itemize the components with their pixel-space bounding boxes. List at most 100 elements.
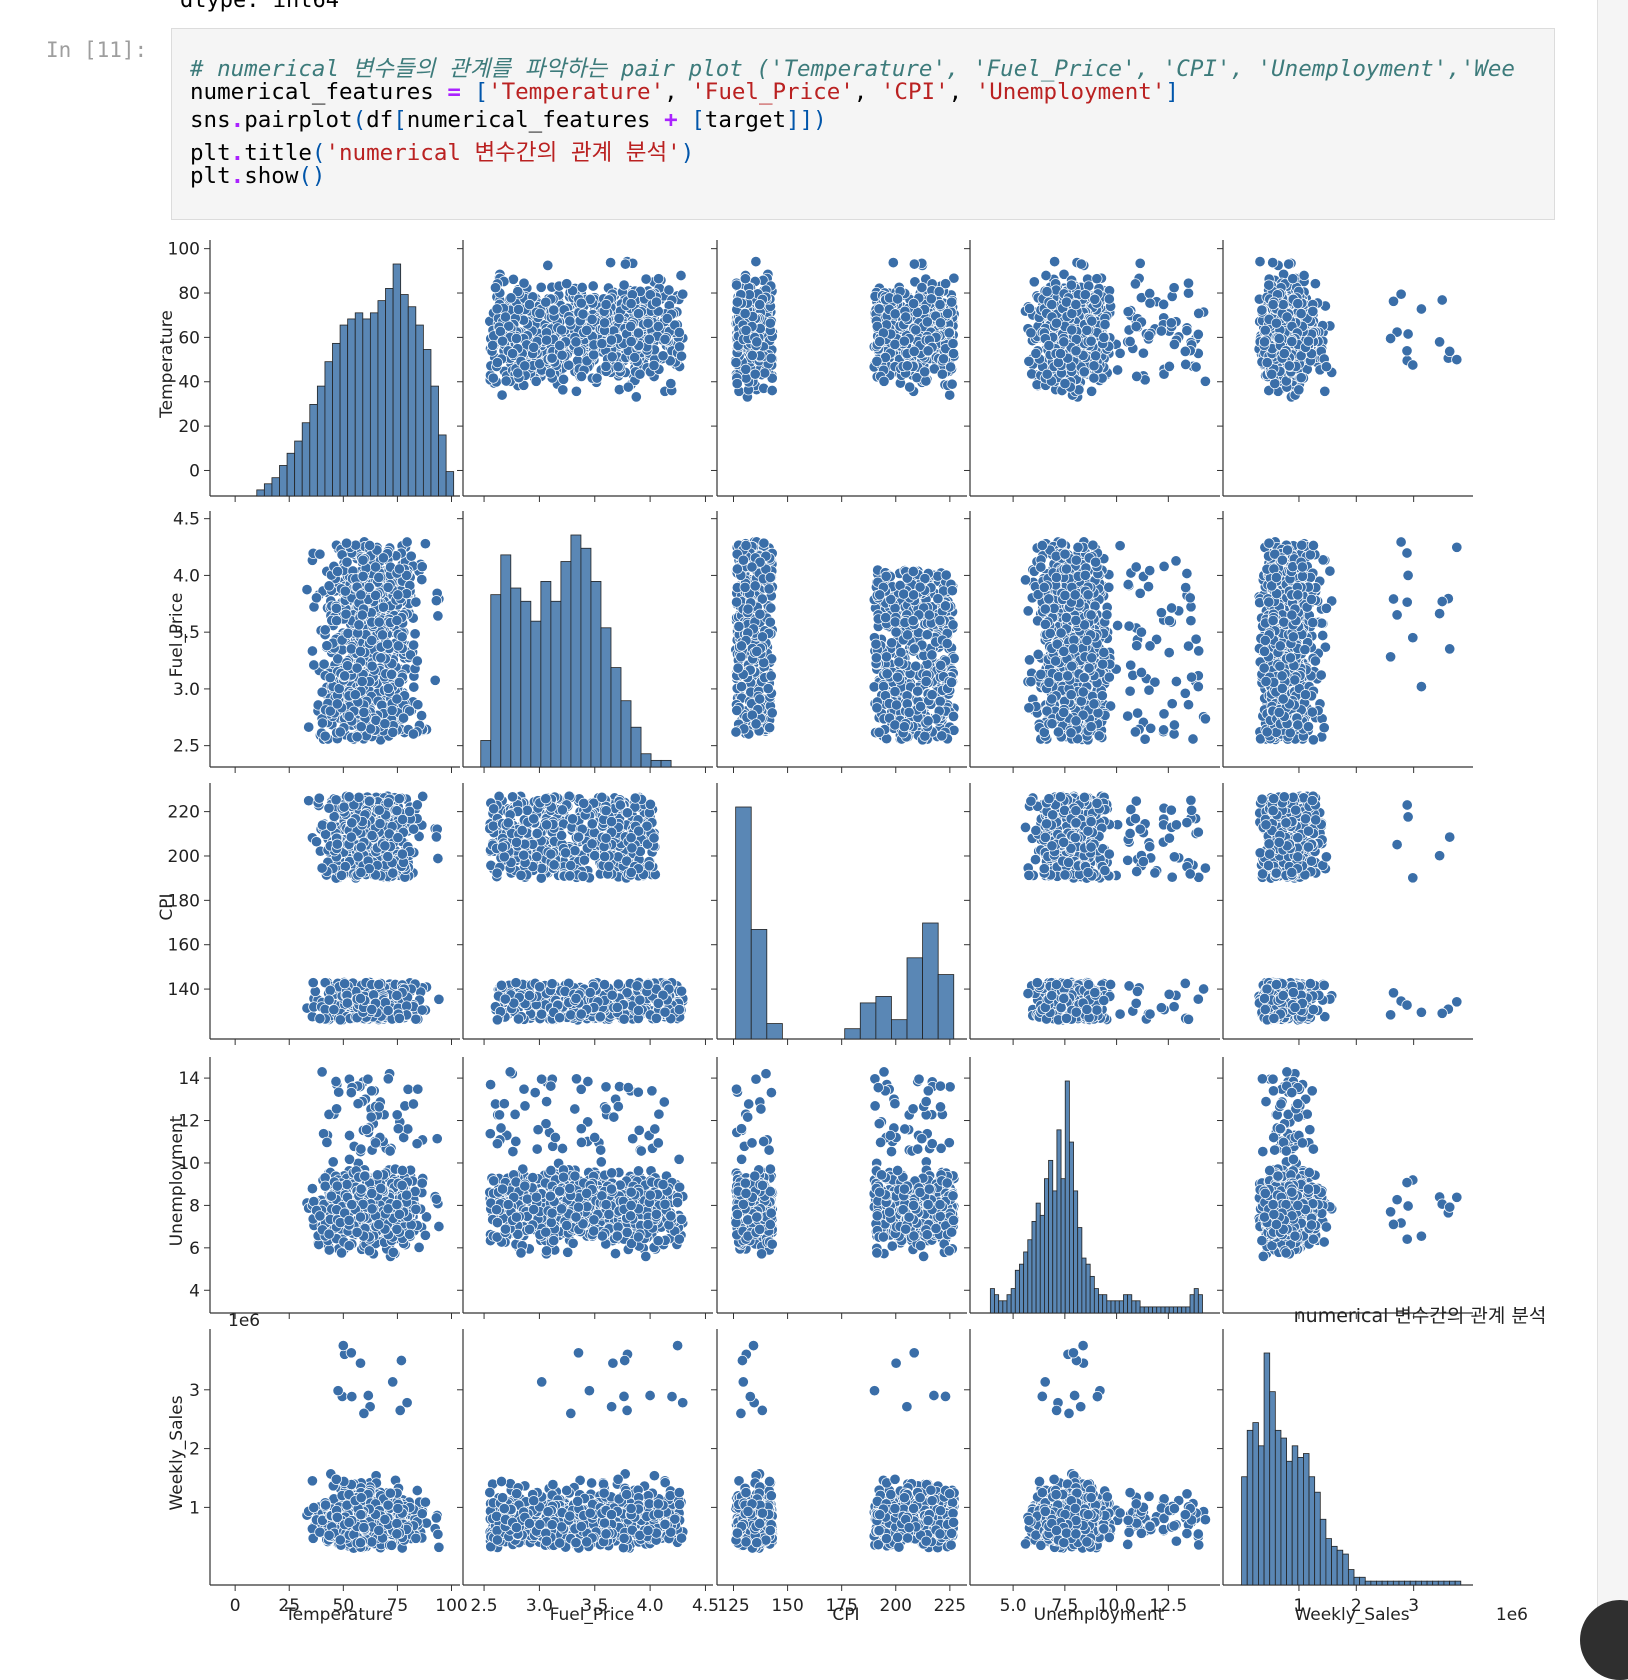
scatter-point xyxy=(651,297,661,307)
hist-bar xyxy=(521,601,531,767)
scatter-point xyxy=(357,676,367,686)
code-token: = xyxy=(434,79,475,105)
subplot-Fuel_Price-vs-CPI xyxy=(711,511,967,773)
scatter-point xyxy=(905,382,915,392)
scatter-point xyxy=(490,283,500,293)
scatter-point xyxy=(653,321,663,331)
scatter-point xyxy=(908,298,918,308)
code-token: () xyxy=(298,163,325,189)
scatter-point xyxy=(613,362,623,372)
code-token: numerical_features xyxy=(407,107,664,133)
scatter-point xyxy=(766,353,776,363)
scatter-point xyxy=(1183,288,1193,298)
scatter-point xyxy=(890,309,900,319)
code-token: , xyxy=(664,79,691,105)
scatter-point xyxy=(343,628,353,638)
scatter-point xyxy=(874,304,884,314)
scatter-point xyxy=(1112,365,1122,375)
scatter-point xyxy=(322,641,332,651)
scatter-point xyxy=(1287,336,1297,346)
scatter-point xyxy=(411,597,421,607)
scatter-point xyxy=(1180,346,1190,356)
scatter-point xyxy=(923,346,933,356)
scatter-point xyxy=(1183,278,1193,288)
scatter-point xyxy=(1288,274,1298,284)
scatter-point xyxy=(741,364,751,374)
right-scroll-gutter[interactable] xyxy=(1597,0,1628,1652)
scatter-point xyxy=(497,336,507,346)
scatter-point xyxy=(1042,369,1052,379)
hist-bar xyxy=(611,668,621,767)
scatter-point xyxy=(1115,348,1125,358)
hist-bar xyxy=(531,621,541,767)
scatter-point xyxy=(383,582,393,592)
scatter-point xyxy=(1255,256,1265,266)
hist-bar xyxy=(423,349,431,496)
scatter-point xyxy=(1089,373,1099,383)
code-token: 'numerical 변수간의 관계 분석' xyxy=(325,140,680,166)
scatter-point xyxy=(1047,299,1057,309)
scatter-point xyxy=(649,360,659,370)
scatter-point xyxy=(374,572,384,582)
hist-bar xyxy=(511,588,521,767)
hist-bar xyxy=(581,548,591,767)
scatter-point xyxy=(1274,333,1284,343)
scatter-point xyxy=(433,611,443,621)
scatter-point xyxy=(1055,348,1065,358)
scatter-point xyxy=(1125,336,1135,346)
scatter-point xyxy=(1024,356,1034,366)
scatter-point xyxy=(1403,329,1413,339)
scatter-point xyxy=(942,308,952,318)
scatter-point xyxy=(341,538,351,548)
hist-bar xyxy=(491,595,501,767)
scatter-point xyxy=(740,308,750,318)
scatter-point xyxy=(633,308,643,318)
code-cell-input[interactable]: # numerical 변수들의 관계를 파악하는 pair plot ('Te… xyxy=(171,28,1555,220)
scatter-point xyxy=(431,596,441,606)
scatter-point xyxy=(506,293,516,303)
y-tick-label: 4.0 xyxy=(173,566,200,586)
scatter-point xyxy=(946,297,956,307)
scatter-point xyxy=(1310,279,1320,289)
scatter-point xyxy=(558,374,568,384)
scatter-point xyxy=(633,328,643,338)
code-token: . xyxy=(231,107,245,133)
scatter-point xyxy=(558,385,568,395)
scatter-point xyxy=(1042,286,1052,296)
scatter-point xyxy=(535,308,545,318)
scatter-point xyxy=(357,610,367,620)
scatter-point xyxy=(1416,304,1426,314)
scatter-point xyxy=(344,711,354,721)
scatter-point xyxy=(623,382,633,392)
scatter-point xyxy=(1131,321,1141,331)
hist-bar xyxy=(446,472,454,496)
scatter-point xyxy=(1099,332,1109,342)
scatter-point xyxy=(948,348,958,358)
scatter-point xyxy=(341,609,351,619)
scatter-point xyxy=(1402,346,1412,356)
scatter-point xyxy=(378,553,388,563)
subplot-Temperature-vs-Weekly_Sales xyxy=(1217,240,1473,502)
scatter-point xyxy=(1257,305,1267,315)
subplot-Fuel_Price-vs-Fuel_Price xyxy=(457,511,713,773)
scatter-point xyxy=(335,727,345,737)
scatter-point xyxy=(388,727,398,737)
y-tick-label: 80 xyxy=(178,284,200,304)
code-token: target xyxy=(705,107,786,133)
scatter-point xyxy=(302,584,312,594)
scatter-point xyxy=(899,336,909,346)
scatter-point xyxy=(350,690,360,700)
scatter-point xyxy=(909,346,919,356)
code-token: ( xyxy=(353,107,367,133)
hist-bar xyxy=(310,404,318,496)
scatter-point xyxy=(492,357,502,367)
scatter-point xyxy=(325,673,335,683)
scatter-point xyxy=(500,312,510,322)
hist-bar xyxy=(393,264,401,496)
hist-bar xyxy=(317,386,325,496)
hist-bar xyxy=(287,453,295,496)
scatter-point xyxy=(307,646,317,656)
scatter-point xyxy=(578,309,588,319)
scatter-point xyxy=(879,376,889,386)
scatter-point xyxy=(356,722,366,732)
